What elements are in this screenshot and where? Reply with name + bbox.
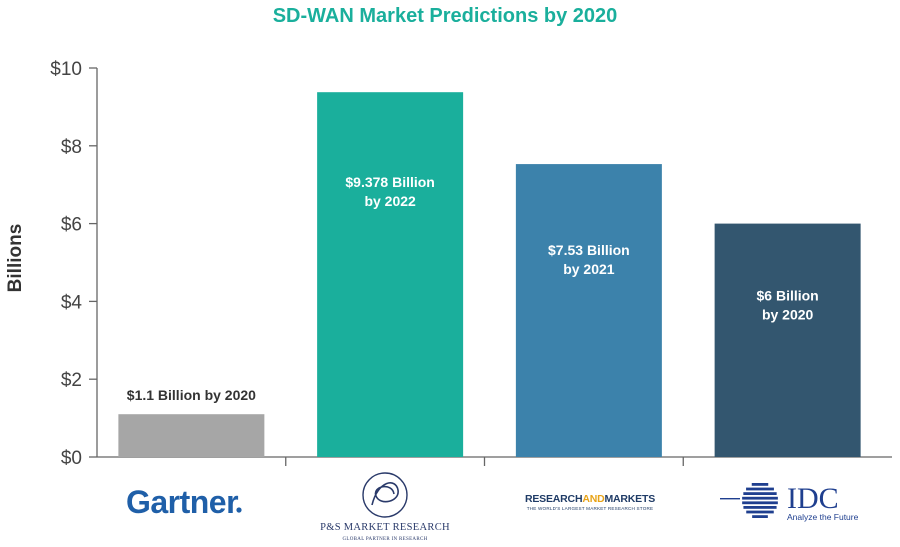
bar-data-label: $7.53 Billion: [548, 242, 630, 258]
bars: [118, 92, 861, 457]
bar-data-label: $9.378 Billion: [345, 174, 434, 190]
y-tick-label: $6: [61, 215, 82, 236]
gartner-logo-text: Gartner: [126, 484, 238, 520]
rm-logo-word-and: AND: [582, 493, 605, 505]
bar-data-label: by 2021: [563, 261, 615, 277]
idc-globe-line: [720, 498, 740, 500]
y-axis: $0 $2 $4 $6 $8 $10: [50, 59, 98, 469]
idc-logo-text: IDC: [787, 482, 839, 515]
bar: [118, 414, 265, 457]
bar-data-label: $6 Billion: [757, 288, 819, 304]
y-tick-label: $8: [61, 137, 82, 158]
bar-data-label: $1.1 Billion by 2020: [127, 387, 256, 403]
idc-globe-band: [752, 515, 768, 518]
gartner-logo-dot: [236, 507, 242, 513]
x-axis: [97, 456, 892, 466]
y-axis-label: Billions: [5, 224, 26, 293]
idc-globe-band: [742, 496, 778, 500]
chart-title: SD-WAN Market Predictions by 2020: [273, 5, 618, 27]
bar-data-label: by 2022: [364, 193, 416, 209]
y-tick-label: $0: [61, 448, 82, 469]
y-tick-label: $10: [50, 59, 82, 80]
idc-globe-band: [751, 483, 769, 486]
idc-globe-band: [743, 506, 777, 509]
bar: [515, 164, 662, 457]
rm-logo-word-markets: MARKETS: [604, 493, 655, 505]
rm-logo-tagline: THE WORLD'S LARGEST MARKET RESEARCH STOR…: [527, 506, 654, 511]
rm-logo-name: RESEARCHANDMARKETS: [525, 493, 655, 505]
bar: [317, 92, 464, 457]
research-and-markets-logo: RESEARCHANDMARKETS THE WORLD'S LARGEST M…: [525, 493, 655, 511]
bar-data-label: by 2020: [762, 307, 814, 323]
idc-globe-band: [746, 510, 774, 514]
idc-globe-icon: [720, 483, 778, 518]
y-tick-label: $4: [61, 292, 83, 313]
gartner-logo: Gartner: [126, 484, 242, 520]
bar-labels: $1.1 Billion by 2020 $9.378 Billion by 202…: [127, 174, 819, 403]
idc-globe-band: [742, 501, 778, 505]
y-tick-label: $2: [61, 370, 82, 391]
ps-market-research-logo: P&S MARKET RESEARCH GLOBAL PARTNER IN RE…: [320, 472, 450, 542]
rm-logo-word-research: RESEARCH: [525, 493, 582, 505]
bar: [714, 223, 861, 457]
idc-globe-band: [743, 492, 777, 495]
idc-logo: IDC Analyze the Future: [720, 482, 859, 522]
idc-globe-band: [746, 487, 774, 491]
ps-logo-name: P&S MARKET RESEARCH: [320, 522, 450, 533]
idc-logo-tagline: Analyze the Future: [787, 512, 859, 522]
ps-logo-tagline: GLOBAL PARTNER IN RESEARCH: [342, 537, 427, 542]
ps-logo-swirl: [371, 482, 399, 506]
ps-logo-circle: [362, 472, 408, 518]
